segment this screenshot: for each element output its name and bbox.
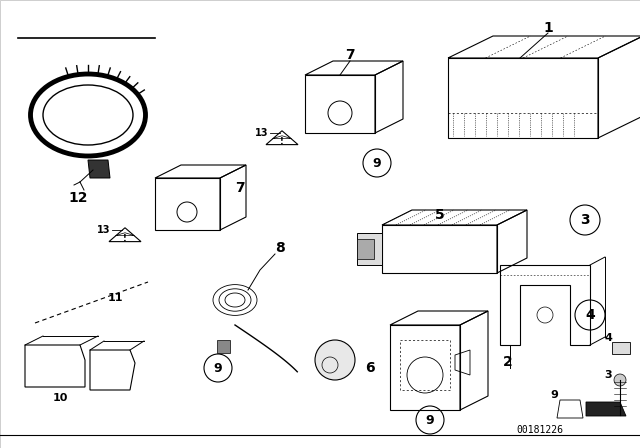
Text: 3: 3	[604, 370, 612, 380]
Circle shape	[315, 340, 355, 380]
Polygon shape	[612, 342, 630, 354]
Circle shape	[614, 374, 626, 386]
Text: 2: 2	[503, 355, 513, 369]
Text: 10: 10	[52, 393, 68, 403]
Polygon shape	[217, 340, 230, 353]
Text: 5: 5	[435, 208, 445, 222]
Polygon shape	[88, 160, 110, 178]
Text: 9: 9	[426, 414, 435, 426]
Text: 4: 4	[604, 333, 612, 343]
Text: 00181226: 00181226	[516, 425, 563, 435]
Text: 13: 13	[255, 128, 269, 138]
Text: !: !	[123, 233, 127, 242]
Ellipse shape	[43, 85, 133, 145]
Text: !: !	[280, 137, 284, 146]
Polygon shape	[357, 239, 374, 259]
Polygon shape	[586, 402, 626, 416]
Text: 3: 3	[580, 213, 590, 227]
Text: 9: 9	[214, 362, 222, 375]
Polygon shape	[357, 233, 382, 265]
Text: 13: 13	[97, 225, 111, 235]
Text: 7: 7	[345, 48, 355, 62]
Text: 7: 7	[235, 181, 245, 195]
Text: 11: 11	[108, 293, 123, 303]
Text: 8: 8	[275, 241, 285, 255]
Text: 9: 9	[550, 390, 558, 400]
Text: 1: 1	[543, 21, 553, 35]
Text: 12: 12	[68, 191, 88, 205]
Text: 4: 4	[585, 308, 595, 322]
Text: 9: 9	[372, 156, 381, 169]
Text: 6: 6	[365, 361, 375, 375]
